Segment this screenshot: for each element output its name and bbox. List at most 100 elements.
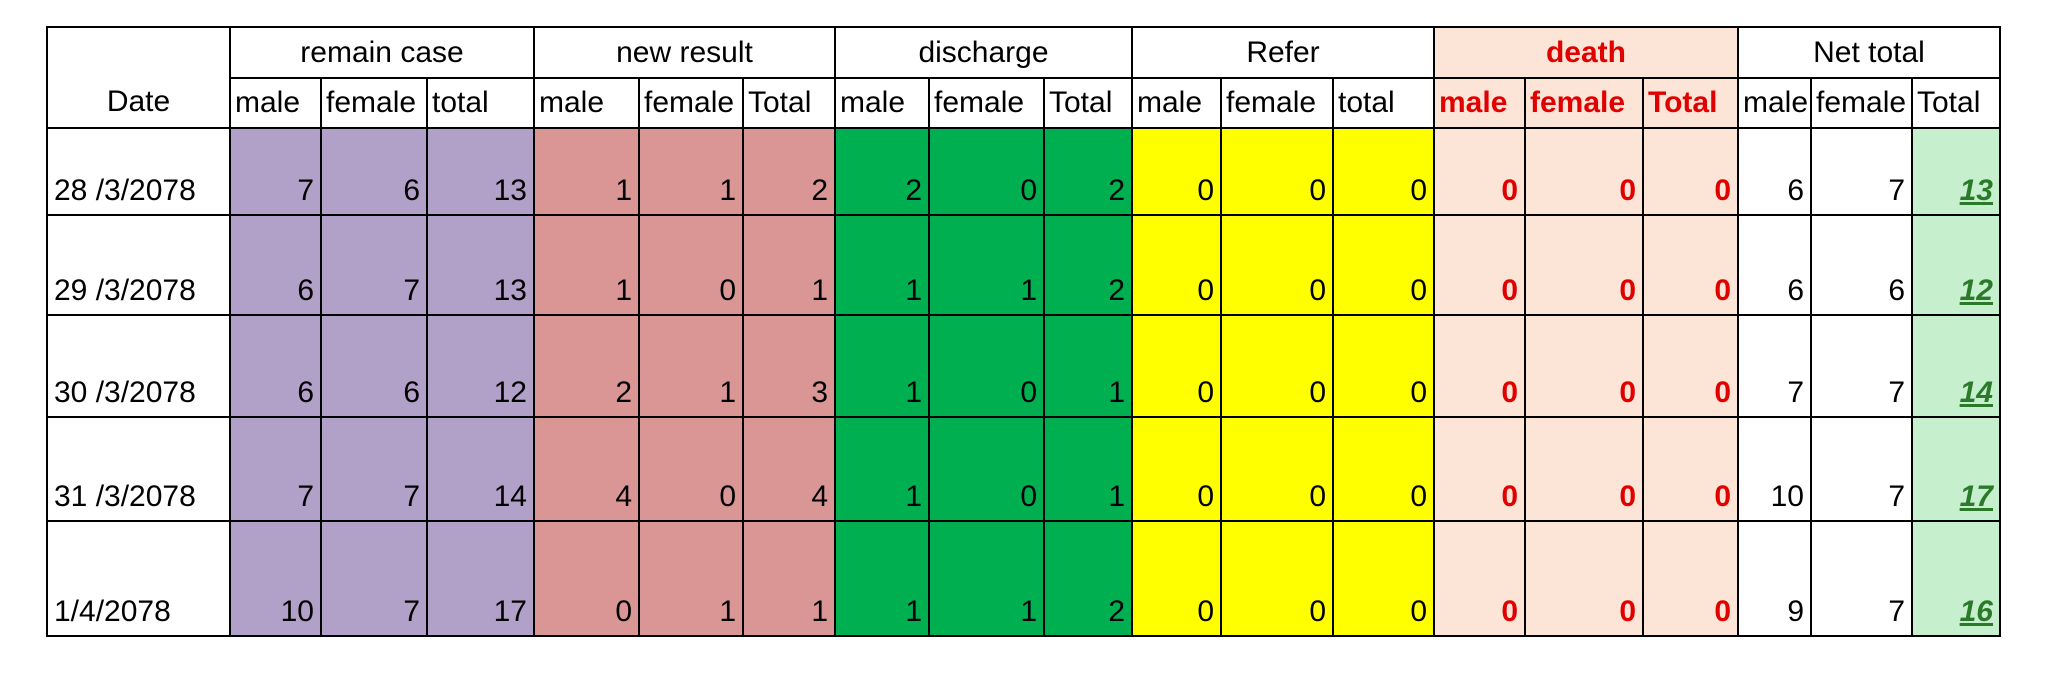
date-cell: 28 /3/2078	[46, 127, 231, 216]
value-cell: 0	[638, 214, 744, 316]
value-cell: 0	[1524, 127, 1644, 216]
value-cell: 0	[1433, 416, 1526, 522]
value-cell: 6	[320, 314, 428, 418]
value-cell: 0	[1524, 520, 1644, 637]
value-cell: 2	[1043, 520, 1133, 637]
sub-header: Total	[1043, 77, 1133, 129]
value-cell: 0	[1332, 314, 1435, 418]
value-cell: 2	[1043, 127, 1133, 216]
value-cell: 7	[1810, 314, 1913, 418]
value-cell: 6	[229, 314, 322, 418]
value-cell: 1	[834, 520, 930, 637]
value-cell: 6	[320, 127, 428, 216]
value-cell: 0	[1433, 214, 1526, 316]
group-header: remain case	[229, 26, 535, 79]
value-cell: 1	[1043, 416, 1133, 522]
value-cell: 0	[1220, 314, 1334, 418]
value-cell: 1	[928, 214, 1045, 316]
value-cell: 0	[1642, 127, 1739, 216]
sub-header: female	[1524, 77, 1644, 129]
value-cell: 7	[320, 520, 428, 637]
date-header: Date	[46, 26, 231, 129]
value-cell: 0	[1524, 314, 1644, 418]
value-cell: 0	[1642, 314, 1739, 418]
value-cell: 1	[834, 314, 930, 418]
value-cell: 0	[1433, 520, 1526, 637]
value-cell: 0	[1433, 314, 1526, 418]
date-cell: 31 /3/2078	[46, 416, 231, 522]
value-cell: 13	[1911, 127, 2001, 216]
value-cell: 14	[1911, 314, 2001, 418]
value-cell: 7	[229, 127, 322, 216]
value-cell: 17	[1911, 416, 2001, 522]
value-cell: 7	[1810, 416, 1913, 522]
value-cell: 0	[1131, 127, 1222, 216]
value-cell: 0	[928, 314, 1045, 418]
value-cell: 1	[638, 127, 744, 216]
group-header: Net total	[1737, 26, 2001, 79]
value-cell: 13	[426, 214, 535, 316]
sub-header: male	[834, 77, 930, 129]
sub-header: female	[1810, 77, 1913, 129]
value-cell: 7	[229, 416, 322, 522]
value-cell: 1	[638, 314, 744, 418]
value-cell: 6	[1737, 127, 1812, 216]
value-cell: 0	[1220, 127, 1334, 216]
value-cell: 6	[229, 214, 322, 316]
value-cell: 0	[1131, 214, 1222, 316]
value-cell: 0	[1220, 214, 1334, 316]
sub-header: male	[533, 77, 640, 129]
value-cell: 14	[426, 416, 535, 522]
value-cell: 0	[1642, 214, 1739, 316]
value-cell: 0	[1131, 314, 1222, 418]
group-header: discharge	[834, 26, 1133, 79]
value-cell: 4	[742, 416, 836, 522]
value-cell: 2	[533, 314, 640, 418]
value-cell: 0	[1332, 416, 1435, 522]
value-cell: 12	[426, 314, 535, 418]
value-cell: 1	[834, 214, 930, 316]
value-cell: 2	[742, 127, 836, 216]
value-cell: 10	[1737, 416, 1812, 522]
date-cell: 30 /3/2078	[46, 314, 231, 418]
value-cell: 2	[834, 127, 930, 216]
value-cell: 0	[533, 520, 640, 637]
value-cell: 0	[1433, 127, 1526, 216]
sub-header: female	[638, 77, 744, 129]
sub-header: male	[1433, 77, 1526, 129]
sub-header: Total	[1642, 77, 1739, 129]
value-cell: 3	[742, 314, 836, 418]
group-header: new result	[533, 26, 836, 79]
sub-header: female	[1220, 77, 1334, 129]
sub-header: total	[426, 77, 535, 129]
value-cell: 0	[1220, 416, 1334, 522]
value-cell: 7	[320, 416, 428, 522]
group-header: death	[1433, 26, 1739, 79]
value-cell: 1	[638, 520, 744, 637]
value-cell: 0	[1332, 127, 1435, 216]
value-cell: 1	[834, 416, 930, 522]
value-cell: 7	[1810, 520, 1913, 637]
sub-header: female	[320, 77, 428, 129]
sub-header: male	[229, 77, 322, 129]
value-cell: 0	[1332, 520, 1435, 637]
sub-header: Total	[1911, 77, 2001, 129]
value-cell: 1	[742, 520, 836, 637]
value-cell: 0	[1131, 520, 1222, 637]
value-cell: 0	[1642, 520, 1739, 637]
value-cell: 0	[1332, 214, 1435, 316]
value-cell: 13	[426, 127, 535, 216]
value-cell: 1	[533, 214, 640, 316]
value-cell: 7	[320, 214, 428, 316]
value-cell: 0	[1131, 416, 1222, 522]
value-cell: 17	[426, 520, 535, 637]
value-cell: 0	[1524, 214, 1644, 316]
value-cell: 1	[928, 520, 1045, 637]
value-cell: 0	[1220, 520, 1334, 637]
value-cell: 10	[229, 520, 322, 637]
sub-header: male	[1131, 77, 1222, 129]
value-cell: 7	[1737, 314, 1812, 418]
value-cell: 0	[638, 416, 744, 522]
